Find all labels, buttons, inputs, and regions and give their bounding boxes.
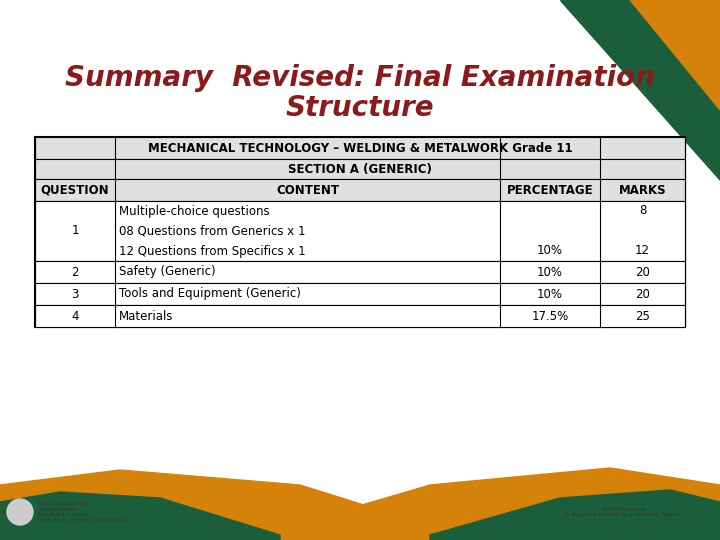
Text: PERCENTAGE: PERCENTAGE <box>507 184 593 197</box>
Bar <box>35 201 685 261</box>
Text: 1: 1 <box>71 225 78 238</box>
Text: 12 Questions from Specifics x 1: 12 Questions from Specifics x 1 <box>119 245 305 258</box>
Bar <box>35 305 685 327</box>
Polygon shape <box>430 490 720 540</box>
Text: 8: 8 <box>639 205 646 218</box>
Text: 17.5%: 17.5% <box>531 309 569 322</box>
Text: MECHANICAL TECHNOLOGY – WELDING & METALWORK Grade 11: MECHANICAL TECHNOLOGY – WELDING & METALW… <box>148 141 572 154</box>
Text: Summary  Revised: Final Examination: Summary Revised: Final Examination <box>65 64 655 92</box>
Text: 10%: 10% <box>537 266 563 279</box>
Bar <box>35 179 685 201</box>
Text: CONTENT: CONTENT <box>276 184 339 197</box>
Text: Read to Lead
A Reading Nation is a Leading Nation: Read to Lead A Reading Nation is a Leadi… <box>565 507 682 517</box>
Text: 25: 25 <box>635 309 650 322</box>
Text: 12: 12 <box>635 245 650 258</box>
Bar <box>35 137 685 327</box>
Polygon shape <box>0 470 450 540</box>
Text: 4: 4 <box>71 309 78 322</box>
Bar <box>35 283 685 305</box>
Bar <box>35 159 685 179</box>
Text: 10%: 10% <box>537 287 563 300</box>
Polygon shape <box>630 0 720 110</box>
Text: 3: 3 <box>71 287 78 300</box>
Bar <box>35 261 685 283</box>
Text: Multiple-choice questions: Multiple-choice questions <box>119 205 269 218</box>
Text: 20: 20 <box>635 287 650 300</box>
Text: SECTION A (GENERIC): SECTION A (GENERIC) <box>288 163 432 176</box>
Circle shape <box>7 499 33 525</box>
Text: basic education
Department:
Basic Education
REPUBLIC OF SOUTH AFRICA: basic education Department: Basic Educat… <box>38 501 127 523</box>
Polygon shape <box>560 0 720 180</box>
Text: Tools and Equipment (Generic): Tools and Equipment (Generic) <box>119 287 301 300</box>
Text: Materials: Materials <box>119 309 174 322</box>
Bar <box>35 137 685 159</box>
Text: Structure: Structure <box>286 94 434 122</box>
Text: 2: 2 <box>71 266 78 279</box>
Text: Safety (Generic): Safety (Generic) <box>119 266 215 279</box>
Polygon shape <box>270 468 720 540</box>
Text: 20: 20 <box>635 266 650 279</box>
Text: 08 Questions from Generics x 1: 08 Questions from Generics x 1 <box>119 225 305 238</box>
Polygon shape <box>0 492 280 540</box>
Text: 10%: 10% <box>537 245 563 258</box>
Text: QUESTION: QUESTION <box>41 184 109 197</box>
Text: MARKS: MARKS <box>618 184 666 197</box>
